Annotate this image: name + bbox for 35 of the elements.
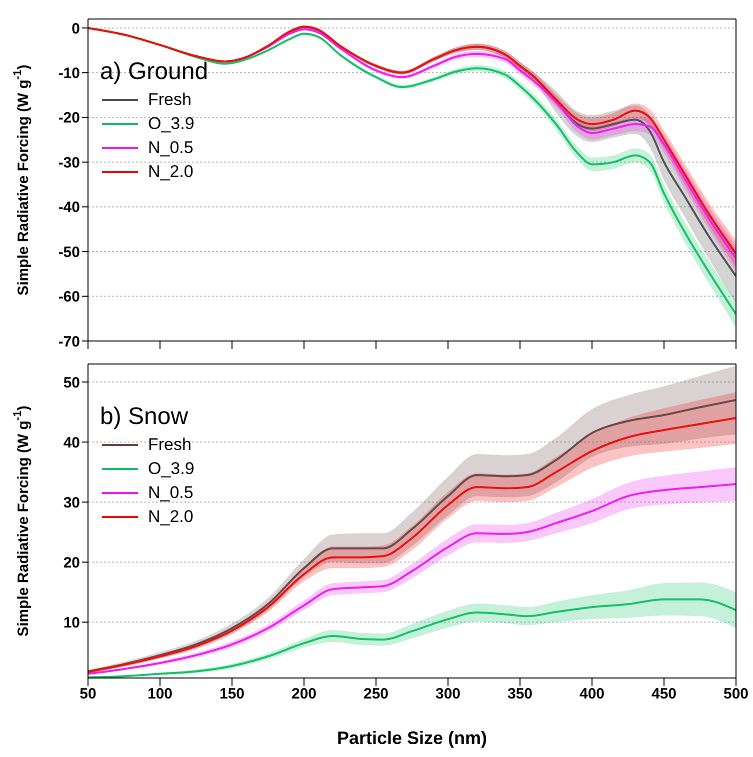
legend-title: b) Snow <box>100 403 190 431</box>
y-tick-label: -20 <box>58 110 80 127</box>
y-tick-label: 10 <box>63 614 80 632</box>
x-tick-label: 400 <box>579 686 605 703</box>
legend-label: O_3.9 <box>148 114 194 134</box>
y-tick-label: 40 <box>63 434 80 452</box>
x-tick-label: 200 <box>291 686 317 703</box>
legend-label: N_0.5 <box>148 138 194 158</box>
x-tick-label: 300 <box>435 686 461 703</box>
x-tick-label: 50 <box>80 686 96 703</box>
y-tick-label: 0 <box>72 20 80 38</box>
x-tick-label: 350 <box>507 686 533 703</box>
x-tick-label: 500 <box>723 686 749 703</box>
legend-title: a) Ground <box>100 58 208 86</box>
legend-label: N_2.0 <box>148 507 194 527</box>
legend-label: N_2.0 <box>148 162 194 182</box>
y-tick-label: 30 <box>63 494 80 512</box>
y-tick-label: -40 <box>58 199 80 216</box>
y-tick-label: -50 <box>58 244 80 261</box>
x-tick-label: 250 <box>363 686 389 703</box>
y-tick-label: 20 <box>63 554 80 572</box>
y-tick-label: 50 <box>63 374 80 392</box>
legend-label: Fresh <box>148 435 192 455</box>
line-series <box>245 28 736 260</box>
legend-label: O_3.9 <box>148 459 194 479</box>
legend-label: Fresh <box>148 90 192 110</box>
y-tick-label: -70 <box>58 333 80 350</box>
y-tick-label: -60 <box>58 288 80 306</box>
x-axis-title: Particle Size (nm) <box>336 728 488 748</box>
y-tick-label: -30 <box>58 154 80 172</box>
x-tick-label: 150 <box>219 686 245 703</box>
x-tick-label: 450 <box>651 686 677 703</box>
legend-label: N_0.5 <box>148 483 194 503</box>
x-tick-label: 100 <box>147 686 173 703</box>
y-tick-label: -10 <box>58 64 80 82</box>
